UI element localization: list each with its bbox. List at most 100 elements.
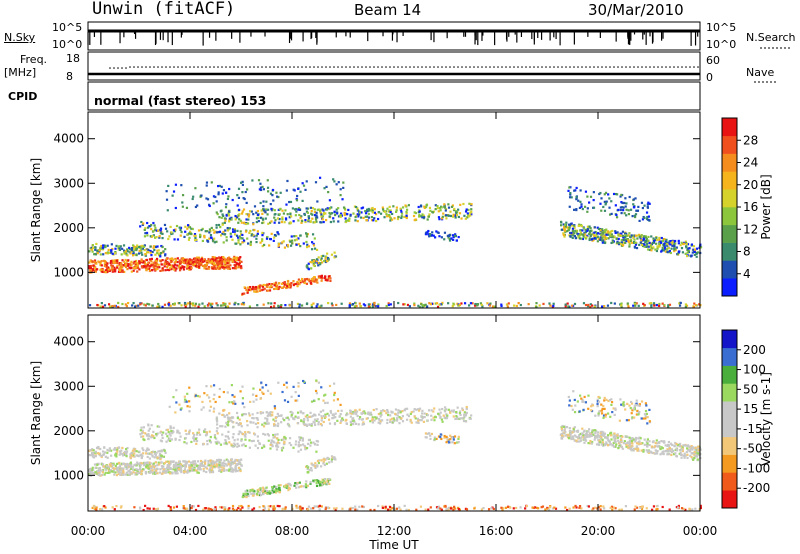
echo-cell bbox=[571, 229, 575, 232]
echo-cell bbox=[245, 212, 248, 216]
echo-cell bbox=[466, 216, 469, 219]
echo-cell bbox=[457, 208, 460, 211]
echo-cell bbox=[239, 233, 243, 236]
echo-cell bbox=[633, 246, 637, 249]
echo-cell bbox=[215, 420, 219, 423]
nave-dot bbox=[301, 66, 303, 68]
echo-cell bbox=[438, 218, 441, 221]
echo-cell bbox=[635, 302, 638, 305]
echo-cell bbox=[170, 232, 173, 236]
echo-cell bbox=[221, 461, 225, 464]
echo-cell bbox=[691, 251, 694, 254]
echo-cell bbox=[582, 235, 585, 238]
echo-cell bbox=[228, 187, 231, 191]
echo-cell bbox=[123, 250, 126, 254]
echo-cell bbox=[165, 428, 168, 432]
echo-cell bbox=[104, 455, 107, 458]
nave-dot bbox=[157, 66, 159, 68]
echo-cell bbox=[272, 423, 276, 426]
echo-cell bbox=[244, 438, 247, 441]
echo-cell bbox=[108, 447, 112, 450]
nave-dot bbox=[653, 66, 655, 68]
echo-cell bbox=[627, 305, 630, 308]
echo-cell bbox=[240, 265, 243, 268]
echo-cell bbox=[633, 214, 637, 217]
echo-cell bbox=[91, 466, 94, 469]
power-frame bbox=[87, 111, 701, 309]
echo-cell bbox=[398, 410, 402, 413]
echo-cell bbox=[97, 452, 101, 455]
echo-cell bbox=[261, 185, 264, 189]
echo-cell bbox=[310, 212, 313, 215]
echo-cell bbox=[245, 288, 248, 291]
echo-cell bbox=[155, 257, 159, 261]
echo-cell bbox=[594, 237, 597, 240]
echo-cell bbox=[159, 229, 162, 232]
echo-cell bbox=[146, 264, 150, 267]
echo-cell bbox=[620, 211, 623, 215]
echo-cell bbox=[295, 235, 298, 238]
echo-cell bbox=[121, 462, 124, 465]
nave-dot bbox=[693, 66, 695, 68]
echo-cell bbox=[178, 403, 181, 406]
echo-cell bbox=[292, 220, 295, 223]
echo-cell bbox=[220, 216, 223, 219]
echo-cell bbox=[660, 452, 663, 455]
echo-cell bbox=[168, 263, 171, 266]
echo-cell bbox=[337, 220, 340, 223]
echo-cell bbox=[345, 219, 348, 223]
echo-cell bbox=[188, 410, 191, 413]
echo-cell bbox=[188, 268, 191, 271]
echo-cell bbox=[154, 253, 157, 256]
echo-cell bbox=[161, 236, 164, 240]
echo-cell bbox=[218, 395, 221, 398]
nave-dot bbox=[177, 66, 179, 68]
echo-cell bbox=[215, 465, 218, 468]
echo-cell bbox=[421, 304, 424, 307]
echo-cell bbox=[252, 234, 255, 237]
echo-cell bbox=[239, 422, 242, 425]
echo-cell bbox=[273, 407, 277, 410]
echo-cell bbox=[409, 420, 412, 423]
echo-cell bbox=[451, 204, 455, 207]
echo-cell bbox=[150, 223, 153, 227]
echo-cell bbox=[153, 456, 156, 459]
echo-cell bbox=[623, 238, 626, 242]
echo-cell bbox=[257, 488, 260, 491]
echo-cell bbox=[428, 235, 431, 238]
echo-cell bbox=[389, 219, 392, 222]
echo-cell bbox=[663, 242, 666, 245]
echo-cell bbox=[114, 261, 117, 264]
echo-cell bbox=[129, 267, 132, 270]
echo-cell bbox=[185, 303, 188, 307]
echo-cell bbox=[236, 445, 239, 448]
echo-cell bbox=[221, 264, 224, 267]
echo-cell bbox=[393, 217, 396, 220]
echo-cell bbox=[151, 250, 154, 254]
echo-cell bbox=[168, 467, 171, 470]
echo-cell bbox=[249, 489, 252, 492]
echo-cell bbox=[470, 414, 473, 417]
echo-cell bbox=[172, 265, 175, 268]
echo-cell bbox=[451, 436, 454, 439]
echo-cell bbox=[153, 467, 156, 470]
echo-cell bbox=[663, 247, 667, 251]
echo-cell bbox=[443, 416, 446, 419]
echo-cell bbox=[329, 409, 332, 413]
echo-cell bbox=[388, 214, 391, 217]
echo-cell bbox=[314, 479, 317, 482]
echo-cell bbox=[203, 267, 206, 270]
echo-cell bbox=[569, 193, 572, 196]
echo-cell bbox=[173, 268, 176, 271]
echo-cell bbox=[161, 305, 164, 308]
echo-cell bbox=[433, 438, 437, 441]
echo-cell bbox=[141, 447, 144, 450]
echo-cell bbox=[183, 261, 186, 264]
nave-dot bbox=[305, 66, 307, 68]
echo-cell bbox=[304, 448, 307, 451]
echo-cell bbox=[463, 415, 466, 419]
echo-cell bbox=[181, 265, 184, 268]
echo-cell bbox=[106, 451, 109, 454]
echo-cell bbox=[228, 217, 232, 220]
echo-cell bbox=[166, 428, 169, 431]
